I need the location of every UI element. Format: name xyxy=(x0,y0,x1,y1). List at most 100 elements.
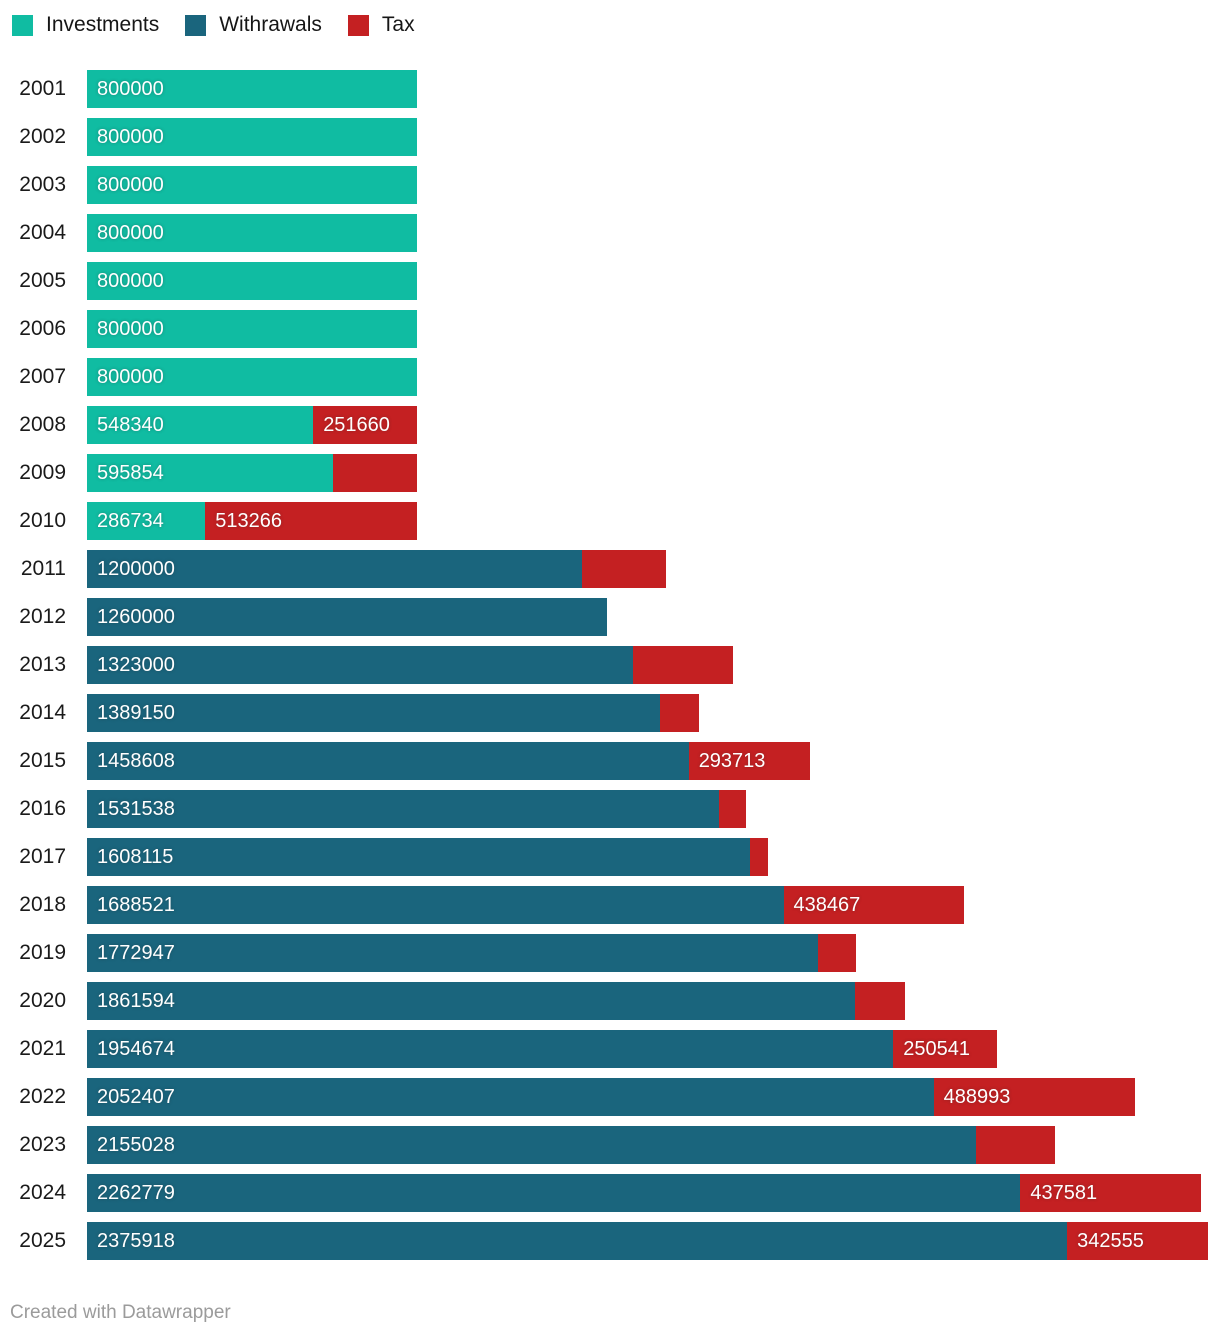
bar-stack: 548340 251660 xyxy=(87,406,417,444)
investments-bar-segment[interactable]: 595854 xyxy=(87,454,333,492)
withrawals-bar-segment[interactable]: 1531538 xyxy=(87,790,719,828)
chart-row-2007: 2007 800000 xyxy=(0,358,1220,396)
chart-row-2018: 2018 1688521 438467 xyxy=(0,886,1220,924)
withrawals-bar-segment[interactable]: 1772947 xyxy=(87,934,819,972)
year-label: 2021 xyxy=(19,1037,66,1060)
investments-bar-segment[interactable]: 800000 xyxy=(87,70,417,108)
tax-bar-segment[interactable]: 488993 xyxy=(933,1078,1136,1116)
bar-stack: 800000 xyxy=(87,262,417,300)
withrawals-bar-segment[interactable]: 1260000 xyxy=(87,598,607,636)
bar-stack: 2262779 437581 xyxy=(87,1174,1201,1212)
year-label: 2003 xyxy=(19,173,66,196)
investments-bar-segment[interactable]: 286734 xyxy=(87,502,206,540)
legend-label: Tax xyxy=(381,13,415,36)
investments-bar-segment[interactable]: 800000 xyxy=(87,118,417,156)
bar-value-label: 1260000 xyxy=(97,605,175,628)
tax-bar-segment[interactable] xyxy=(582,550,667,588)
tax-bar-segment[interactable] xyxy=(660,694,699,732)
tax-bar-segment[interactable] xyxy=(332,454,417,492)
chart-row-2008: 2008 548340 251660 xyxy=(0,406,1220,444)
bar-stack: 1688521 438467 xyxy=(87,886,965,924)
investments-bar-segment[interactable]: 800000 xyxy=(87,310,417,348)
chart-row-2017: 2017 1608115 xyxy=(0,838,1220,876)
chart-row-2021: 2021 1954674 250541 xyxy=(0,1030,1220,1068)
tax-bar-segment[interactable] xyxy=(718,790,747,828)
year-label: 2019 xyxy=(19,941,66,964)
bar-value-label: 488993 xyxy=(943,1085,1011,1108)
bar-stack: 1954674 250541 xyxy=(87,1030,997,1068)
chart-row-2013: 2013 1323000 xyxy=(0,646,1220,684)
bar-stack: 2052407 488993 xyxy=(87,1078,1136,1116)
bar-value-label: 437581 xyxy=(1030,1181,1098,1204)
investments-bar-segment[interactable]: 800000 xyxy=(87,262,417,300)
tax-bar-segment[interactable] xyxy=(818,934,857,972)
year-label: 2014 xyxy=(19,701,66,724)
year-label: 2002 xyxy=(19,125,66,148)
bar-value-label: 513266 xyxy=(215,509,283,532)
withrawals-bar-segment[interactable]: 1389150 xyxy=(87,694,660,732)
datawrapper-credit-link[interactable]: Created with Datawrapper xyxy=(10,1302,231,1323)
bar-value-label: 548340 xyxy=(97,413,164,436)
bar-stack: 1458608 293713 xyxy=(87,742,810,780)
bar-value-label: 800000 xyxy=(97,77,164,100)
year-label: 2022 xyxy=(19,1085,66,1108)
tax-swatch-icon xyxy=(347,14,369,36)
year-label: 2025 xyxy=(19,1229,66,1252)
chart-row-2001: 2001 800000 xyxy=(0,70,1220,108)
bar-stack: 2375918 342555 xyxy=(87,1222,1209,1260)
bar-value-label: 1389150 xyxy=(97,701,175,724)
chart-row-2023: 2023 2155028 xyxy=(0,1126,1220,1164)
year-label: 2020 xyxy=(19,989,66,1012)
tax-bar-segment[interactable]: 437581 xyxy=(1020,1174,1201,1212)
withrawals-bar-segment[interactable]: 1323000 xyxy=(87,646,633,684)
withrawals-bar-segment[interactable]: 2375918 xyxy=(87,1222,1068,1260)
bar-value-label: 293713 xyxy=(698,749,766,772)
chart-row-2020: 2020 1861594 xyxy=(0,982,1220,1020)
withrawals-bar-segment[interactable]: 2052407 xyxy=(87,1078,934,1116)
withrawals-bar-segment[interactable]: 2262779 xyxy=(87,1174,1021,1212)
withrawals-bar-segment[interactable]: 1688521 xyxy=(87,886,784,924)
bar-stack: 1861594 xyxy=(87,982,905,1020)
chart-row-2011: 2011 1200000 xyxy=(0,550,1220,588)
year-label: 2024 xyxy=(19,1181,66,1204)
withrawals-bar-segment[interactable]: 1608115 xyxy=(87,838,751,876)
bar-value-label: 1772947 xyxy=(97,941,175,964)
investments-bar-segment[interactable]: 800000 xyxy=(87,358,417,396)
chart-row-2016: 2016 1531538 xyxy=(0,790,1220,828)
bar-value-label: 1200000 xyxy=(97,557,175,580)
tax-bar-segment[interactable] xyxy=(975,1126,1055,1164)
tax-bar-segment[interactable] xyxy=(854,982,905,1020)
withrawals-bar-segment[interactable]: 1458608 xyxy=(87,742,689,780)
chart-row-2005: 2005 800000 xyxy=(0,262,1220,300)
bar-stack: 800000 xyxy=(87,358,417,396)
investments-bar-segment[interactable]: 800000 xyxy=(87,166,417,204)
tax-bar-segment[interactable] xyxy=(750,838,769,876)
tax-bar-segment[interactable]: 342555 xyxy=(1067,1222,1209,1260)
bar-stack: 1200000 xyxy=(87,550,667,588)
tax-bar-segment[interactable]: 293713 xyxy=(688,742,810,780)
tax-bar-segment[interactable]: 250541 xyxy=(893,1030,997,1068)
year-label: 2007 xyxy=(19,365,66,388)
tax-bar-segment[interactable]: 438467 xyxy=(783,886,965,924)
chart-row-2003: 2003 800000 xyxy=(0,166,1220,204)
withrawals-bar-segment[interactable]: 1861594 xyxy=(87,982,855,1020)
bar-stack: 1531538 xyxy=(87,790,747,828)
legend-item-withrawals: Withrawals xyxy=(185,13,322,37)
tax-bar-segment[interactable]: 251660 xyxy=(313,406,417,444)
tax-bar-segment[interactable] xyxy=(632,646,733,684)
withrawals-bar-segment[interactable]: 2155028 xyxy=(87,1126,976,1164)
year-label: 2013 xyxy=(19,653,66,676)
year-label: 2016 xyxy=(19,797,66,820)
bar-value-label: 800000 xyxy=(97,173,164,196)
chart-row-2010: 2010 286734 513266 xyxy=(0,502,1220,540)
bar-stack: 2155028 xyxy=(87,1126,1055,1164)
tax-bar-segment[interactable]: 513266 xyxy=(205,502,417,540)
investments-bar-segment[interactable]: 548340 xyxy=(87,406,314,444)
bar-value-label: 1531538 xyxy=(97,797,175,820)
bar-value-label: 2052407 xyxy=(97,1085,175,1108)
withrawals-bar-segment[interactable]: 1200000 xyxy=(87,550,582,588)
bar-value-label: 1608115 xyxy=(97,845,174,868)
investments-bar-segment[interactable]: 800000 xyxy=(87,214,417,252)
withrawals-bar-segment[interactable]: 1954674 xyxy=(87,1030,894,1068)
bar-value-label: 2375918 xyxy=(97,1229,175,1252)
